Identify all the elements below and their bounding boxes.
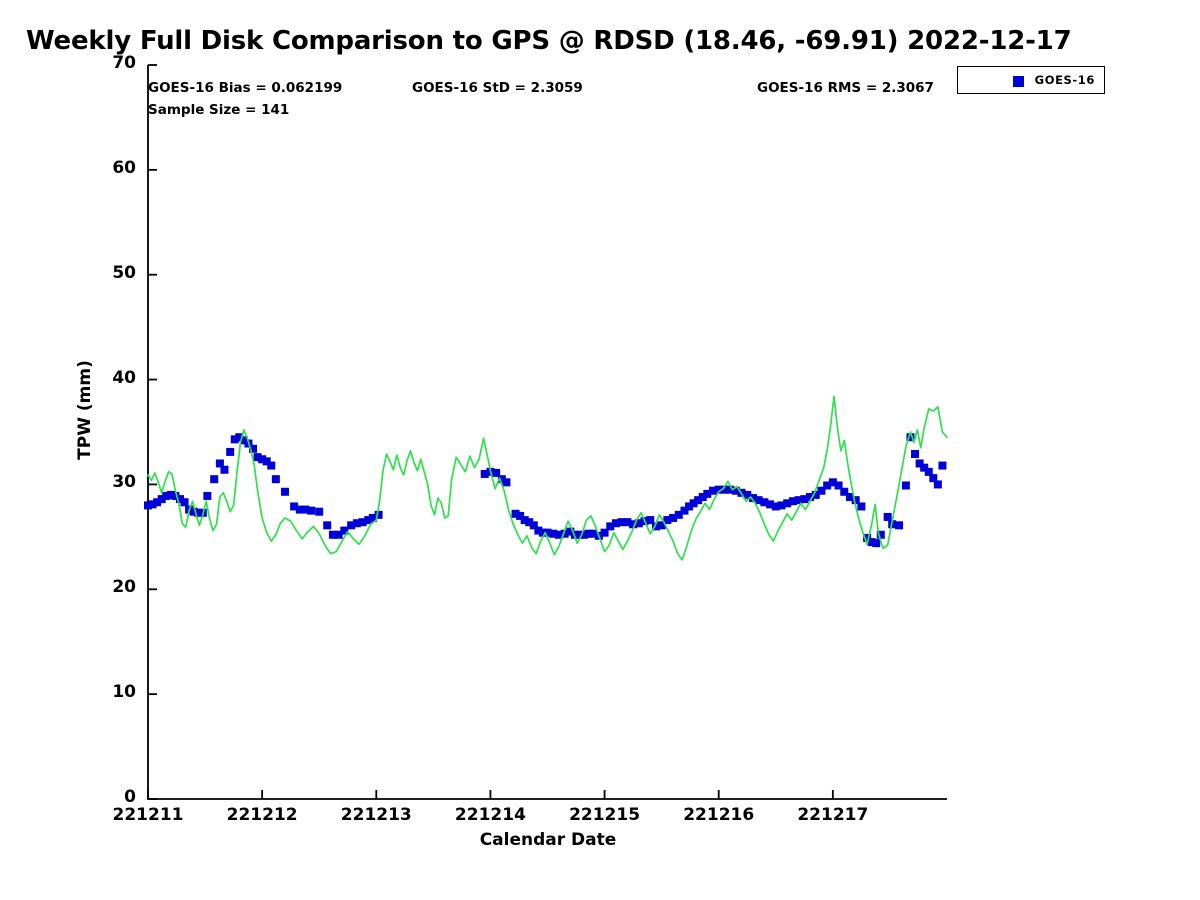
y-tick-60: 60: [112, 157, 136, 178]
y-tick-20: 20: [112, 577, 136, 598]
chart-title: Weekly Full Disk Comparison to GPS @ RDS…: [26, 26, 1072, 56]
y-tick-70: 70: [112, 53, 136, 73]
legend: GOES-16: [957, 66, 1105, 94]
annotation-std: GOES-16 StD = 2.3059: [412, 80, 583, 96]
annotation-rms: GOES-16 RMS = 2.3067: [757, 80, 934, 96]
annotation-bias: GOES-16 Bias = 0.062199: [148, 80, 343, 96]
y-tick-0: 0: [124, 787, 136, 807]
x-axis-label: Calendar Date: [479, 830, 617, 850]
y-tick-50: 50: [112, 262, 136, 283]
legend-marker-goes16: [1013, 76, 1024, 87]
series-line-gps: [147, 395, 948, 561]
y-tick-30: 30: [112, 472, 136, 493]
x-tick-221217: 221217: [797, 805, 869, 825]
axis-spines: [147, 65, 947, 800]
x-tick-221216: 221216: [683, 805, 755, 825]
annotation-sample-size: Sample Size = 141: [148, 102, 290, 118]
x-tick-221215: 221215: [569, 805, 641, 825]
y-tick-10: 10: [112, 682, 136, 703]
x-tick-221214: 221214: [454, 805, 526, 825]
legend-label-goes16: GOES-16: [1034, 73, 1095, 87]
x-tick-221211: 221211: [112, 805, 184, 825]
series-markers-goes-16: [144, 433, 947, 548]
x-tick-221212: 221212: [226, 805, 298, 825]
y-tick-40: 40: [112, 367, 136, 388]
x-tick-221213: 221213: [340, 805, 412, 825]
